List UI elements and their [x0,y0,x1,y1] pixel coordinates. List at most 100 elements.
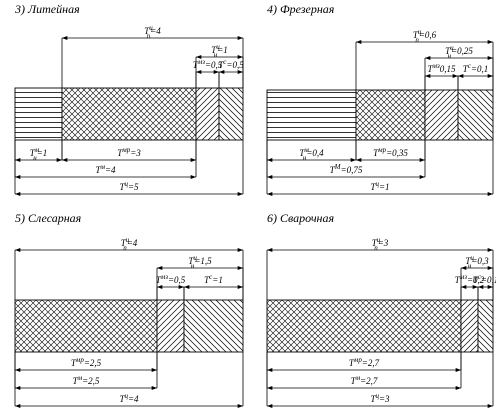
label-value: =0,75 [341,165,363,175]
label-symbol: T [188,256,194,266]
label-value: =1 [212,275,223,285]
label-sup: мз [432,62,440,70]
label-sup: М [334,163,342,171]
label-sup: ц [470,254,474,262]
bar-segment [195,87,220,141]
label-sup: м [99,163,105,171]
label-sup: мр [353,356,362,364]
dimension-label: Tмз=0,5 [156,273,186,285]
label-sup: ц [126,236,130,244]
label-symbol: T [473,275,479,285]
label-value: =0,5 [168,275,186,285]
dimension-label: Tмр=2,7 [349,356,380,368]
label-symbol: T [372,238,378,248]
dimension-label: Tц н=1 [211,43,228,59]
label-symbol: T [373,148,379,158]
dimension-label: Tм=2,5 [73,374,100,386]
label-sup: мр [377,146,386,154]
bar-segment [14,299,158,353]
dimension-label: Tц п=3 [372,236,389,252]
label-value: =0,35 [386,148,408,158]
dimension-label: Tм=4 [95,163,116,175]
label-value: =1 [37,148,48,158]
dimension-label: Tмз=0,2 [455,273,485,285]
label-value: =3 [379,394,390,404]
dimension-label: Tц=1 [370,180,389,192]
label-value: =0,25 [451,46,473,56]
label-symbol: T [119,394,125,404]
label-sup: с [223,58,227,66]
bar-segment [266,89,357,141]
label-symbol: T [71,358,77,368]
dimension-label: Tц н=0,3 [465,254,489,270]
bar-segment [266,299,462,353]
dimension-label: Tц=4 [119,392,139,404]
label-value: =3 [130,148,141,158]
bar-segment [355,89,426,141]
label-symbol: T [465,256,471,266]
bar-segment [61,87,197,141]
label-symbol: T [144,26,150,36]
label-sub: н [448,52,452,60]
dimension-label: Tц п=4 [144,24,161,40]
label-symbol: T [299,148,305,158]
panel-title: 4) Фрезерная [267,2,335,16]
label-sup: м [355,374,361,382]
dimension-label: TМ=0,75 [330,163,363,175]
label-sub: н [468,262,472,270]
dimension-label: Tмр=3 [117,146,141,158]
label-symbol: T [121,238,127,248]
panel: 6) СварочнаяTцп=3Tцн=0,3Tмз=0,2Tс=0,1Tмр… [266,211,496,408]
label-sup: ц [149,24,153,32]
label-sup: мз [197,58,205,66]
dimension-label: Tц н=1,5 [188,254,212,270]
bar-segment [477,299,494,353]
label-sup: мз [160,273,168,281]
dimension-label: Tмр=0,35 [373,146,408,158]
label-symbol: T [156,275,162,285]
label-value: =4 [127,238,138,248]
label-value: =1,5 [194,256,212,266]
label-value: =0,1 [481,275,496,285]
dimension-label: Tс=0,5 [218,58,244,70]
label-value: =4 [105,165,116,175]
label-value: =0,5 [226,60,244,70]
label-sub: п [147,32,151,40]
label-sup: ц [375,180,379,188]
label-symbol: T [370,182,376,192]
label-sub: н [33,154,37,162]
bar-segment [183,299,244,353]
label-sup: ц [377,236,381,244]
label-value: =2,5 [84,358,102,368]
label-value: =0,6 [419,30,437,40]
label-sub: п [374,244,378,252]
dimension-label: Tмз0,15 [428,62,456,74]
label-symbol: T [349,358,355,368]
bar-segment [14,87,63,141]
dimension-label: Tс=1 [204,273,223,285]
label-symbol: T [193,60,199,70]
label-value: =0,2 [467,275,485,285]
label-sup: мр [121,146,130,154]
dimension-label: Tс=0,1 [463,62,488,74]
label-sub: н [303,154,307,162]
label-symbol: T [351,376,357,386]
label-symbol: T [428,64,434,74]
dimension-label: Tм н=1 [30,146,48,162]
dimension-label: Tмр=2,5 [71,356,102,368]
label-sup: ц [450,44,454,52]
label-sup: ц [124,392,128,400]
label-symbol: T [445,46,451,56]
label-symbol: T [218,60,224,70]
label-value: =4 [150,26,161,36]
label-value: =1 [379,182,390,192]
label-symbol: T [119,182,125,192]
label-sup: с [209,273,213,281]
label-sup: мр [75,356,84,364]
label-sub: н [191,262,195,270]
dimension-label: Tц н=0,25 [445,44,473,60]
label-symbol: T [30,148,36,158]
